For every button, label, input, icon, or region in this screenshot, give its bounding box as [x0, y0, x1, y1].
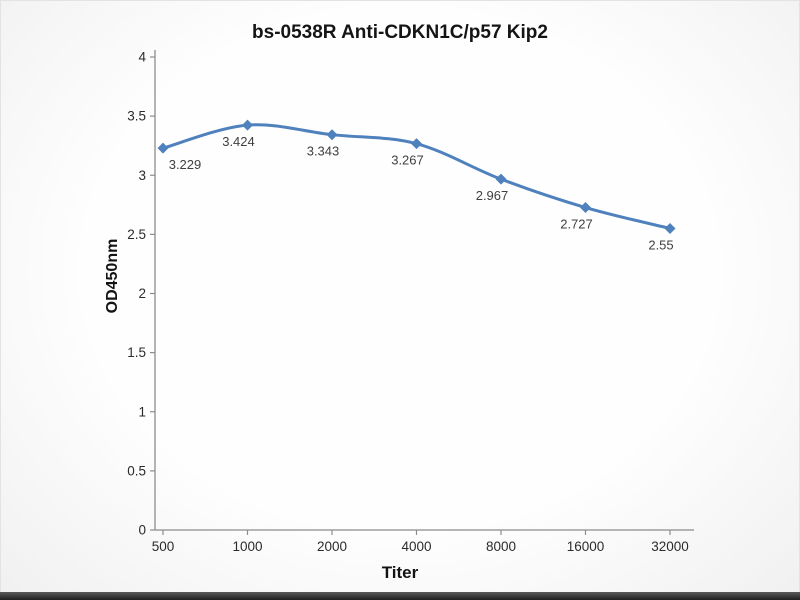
chart-title: bs-0538R Anti-CDKN1C/p57 Kip2	[252, 22, 548, 43]
x-tick-label: 8000	[486, 539, 516, 554]
x-tick-label: 1000	[232, 539, 262, 554]
data-point-label: 2.967	[476, 188, 509, 203]
data-point-marker	[411, 138, 422, 150]
data-point-marker	[157, 142, 169, 154]
data-point-marker	[326, 129, 338, 141]
y-tick-label: 3	[138, 168, 146, 183]
data-point-marker	[242, 119, 253, 131]
y-tick-label: 2	[138, 286, 146, 301]
data-point-marker	[664, 222, 676, 234]
y-tick-label: 2.5	[127, 227, 146, 242]
data-point-label: 2.727	[560, 217, 593, 232]
y-tick-label: 4	[138, 50, 146, 65]
y-tick-label: 1	[138, 404, 146, 419]
x-tick-label: 500	[152, 539, 175, 554]
data-point-label: 3.229	[169, 157, 202, 172]
x-tick-label: 32000	[651, 539, 689, 554]
y-tick-label: 0	[138, 523, 146, 538]
data-point-marker	[580, 202, 591, 214]
data-point-label: 3.343	[307, 144, 340, 159]
y-tick-label: 0.5	[127, 463, 146, 478]
data-point-label: 3.267	[391, 153, 424, 168]
photo-edge-strip	[0, 592, 800, 600]
x-tick-label: 2000	[317, 539, 347, 554]
data-point-label: 3.424	[222, 134, 255, 149]
data-point-label: 2.55	[648, 237, 673, 252]
y-tick-label: 1.5	[127, 345, 146, 360]
x-tick-label: 4000	[401, 539, 431, 554]
data-point-marker	[495, 173, 507, 185]
x-tick-label: 16000	[567, 539, 605, 554]
x-axis-title: Titer	[381, 563, 419, 582]
y-tick-label: 3.5	[127, 109, 146, 124]
